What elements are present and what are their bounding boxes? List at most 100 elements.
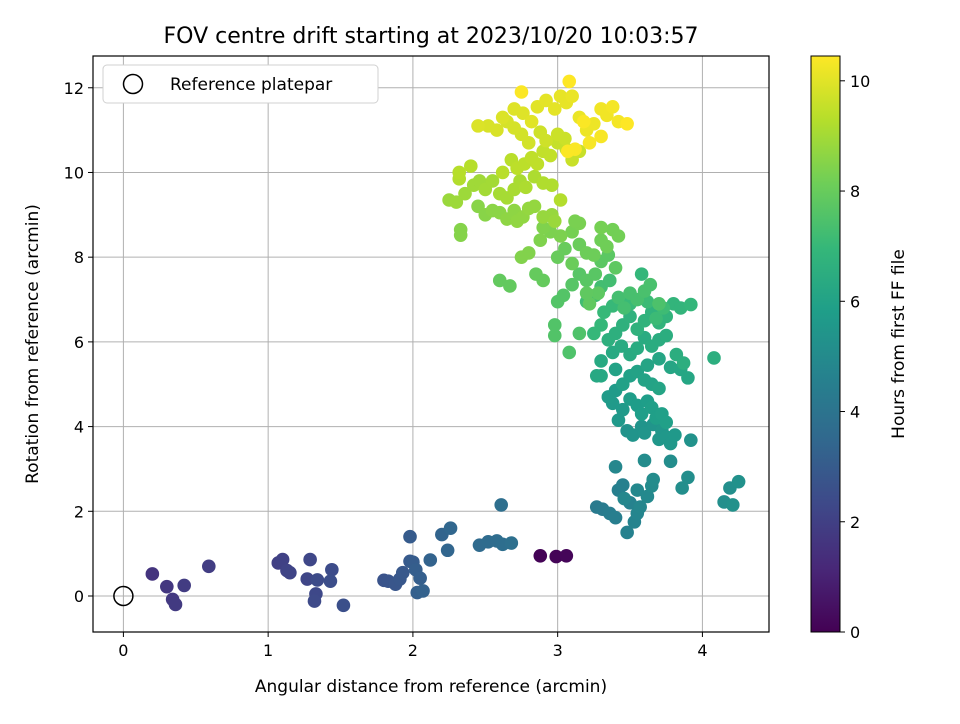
data-point [663, 360, 678, 375]
data-point [594, 220, 608, 235]
data-point [283, 565, 297, 580]
data-point [310, 573, 325, 587]
data-point [649, 311, 663, 326]
data-point [494, 498, 509, 512]
data-point [547, 102, 562, 116]
x-axis-label: Angular distance from reference (arcmin) [255, 677, 607, 697]
data-point [562, 74, 577, 89]
data-point [524, 114, 539, 129]
colorbar-tick-label: 6 [850, 292, 860, 311]
grid-lines [93, 56, 769, 632]
x-tick-label: 0 [118, 641, 128, 660]
data-point [519, 180, 533, 195]
data-point [536, 220, 550, 235]
data-point [303, 552, 317, 567]
data-point [495, 110, 510, 125]
data-point [587, 248, 601, 262]
data-point [536, 273, 550, 288]
data-point [275, 552, 290, 567]
data-point [177, 578, 191, 593]
data-point [640, 489, 655, 504]
data-point [659, 328, 674, 343]
data-point [492, 273, 507, 288]
y-tick-label: 0 [74, 587, 84, 606]
x-tick-label: 4 [697, 641, 707, 660]
data-point [707, 351, 721, 365]
data-point [530, 157, 545, 171]
x-tick-label: 2 [408, 641, 418, 660]
data-point [617, 491, 632, 506]
data-point [503, 279, 517, 293]
data-point [325, 562, 339, 577]
data-point [453, 228, 468, 242]
data-point [681, 371, 695, 385]
data-point [539, 93, 553, 108]
data-point [547, 318, 562, 332]
data-point [646, 472, 660, 487]
data-point [600, 239, 614, 254]
data-point [416, 584, 430, 598]
data-point [565, 256, 579, 271]
data-point [644, 400, 659, 415]
data-point [620, 525, 634, 540]
y-axis-label: Rotation from reference (arcmin) [23, 204, 43, 484]
data-points [145, 74, 746, 613]
data-point [594, 354, 608, 368]
data-point [464, 159, 478, 173]
data-point [395, 565, 410, 580]
data-point [485, 174, 500, 188]
data-point [568, 214, 582, 228]
data-point [202, 559, 216, 574]
data-point [560, 144, 575, 159]
data-point [565, 89, 579, 104]
data-point [589, 368, 604, 383]
data-point [637, 426, 652, 440]
data-point [591, 286, 605, 300]
data-point [608, 510, 623, 525]
data-point [675, 481, 689, 495]
data-point [168, 597, 183, 612]
data-point [637, 453, 652, 468]
data-point [516, 106, 530, 120]
data-point [611, 290, 626, 305]
data-point [587, 116, 601, 131]
data-point [684, 433, 698, 447]
data-point [565, 277, 579, 292]
data-point [423, 553, 438, 567]
data-point [572, 326, 587, 341]
data-point [545, 178, 559, 192]
data-point [549, 549, 564, 564]
y-tick-label: 2 [74, 502, 84, 521]
colorbar-ticks: 0 2 4 6 8 10 [840, 72, 870, 642]
plot-frame [92, 55, 770, 633]
y-tick-label: 8 [74, 248, 84, 267]
data-point [626, 428, 640, 442]
data-point [681, 470, 695, 485]
y-tick-label: 4 [74, 418, 84, 437]
data-point [576, 114, 591, 129]
data-point [620, 116, 634, 131]
data-point [668, 428, 682, 442]
data-point [634, 267, 649, 281]
x-tick-label: 3 [553, 641, 563, 660]
data-point [527, 199, 542, 214]
legend: Reference platepar [102, 64, 379, 104]
colorbar-label: Hours from first FF file [889, 249, 909, 439]
data-point [611, 229, 626, 243]
data-point [659, 415, 674, 430]
y-tick-label: 12 [64, 79, 84, 98]
legend-open-circle-icon [122, 73, 144, 95]
data-point [547, 214, 562, 228]
colorbar-tick-label: 0 [850, 623, 860, 642]
legend-entry-label: Reference platepar [170, 75, 332, 95]
data-point [533, 125, 548, 140]
data-point [582, 136, 597, 150]
data-point [449, 195, 464, 209]
colorbar [810, 55, 841, 633]
data-point [633, 500, 647, 514]
x-tick-label: 1 [263, 641, 273, 660]
data-point [652, 381, 666, 396]
data-point [617, 301, 632, 315]
